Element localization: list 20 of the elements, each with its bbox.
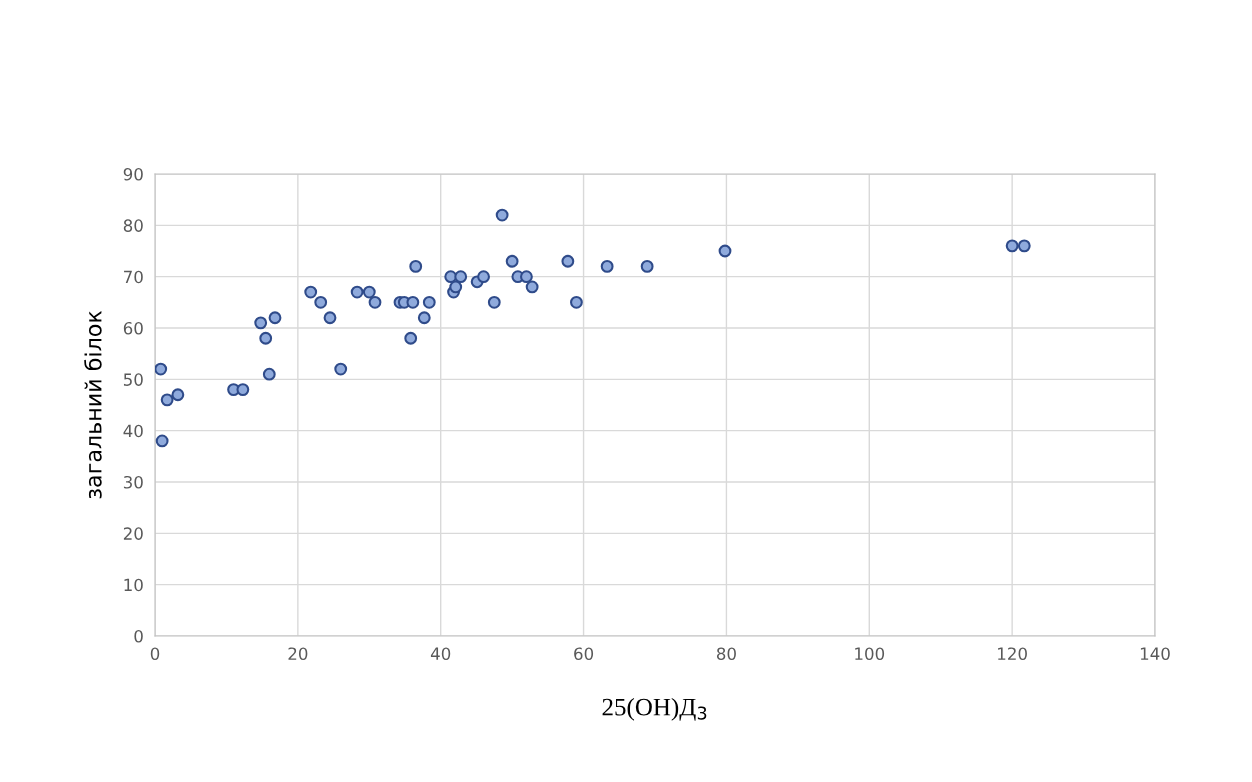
y-tick-label: 60 — [123, 321, 143, 335]
y-tick-label: 90 — [123, 167, 143, 181]
y-tick-label: 0 — [134, 629, 143, 643]
x-tick-label: 100 — [855, 647, 885, 661]
x-tick-label: 140 — [1140, 647, 1170, 661]
x-tick-label: 40 — [430, 647, 451, 661]
y-tick-label: 40 — [123, 424, 143, 438]
x-tick-label: 0 — [150, 647, 160, 661]
y-tick-label: 20 — [123, 527, 143, 540]
x-tick-label: 80 — [716, 647, 736, 661]
y-axis-title: загальний білок — [84, 310, 102, 499]
y-tick-label: 80 — [123, 219, 143, 232]
y-tick-label: 50 — [123, 373, 143, 386]
y-tick-label: 30 — [123, 475, 143, 489]
x-tick-label: 120 — [998, 647, 1027, 661]
y-tick-label: 10 — [124, 578, 143, 592]
y-tick-label: 70 — [124, 270, 143, 284]
x-tick-label: 60 — [574, 647, 594, 661]
x-tick-label: 20 — [288, 647, 308, 661]
x-axis-title: 25(OH)Д$_{3}$ — [602, 697, 707, 721]
